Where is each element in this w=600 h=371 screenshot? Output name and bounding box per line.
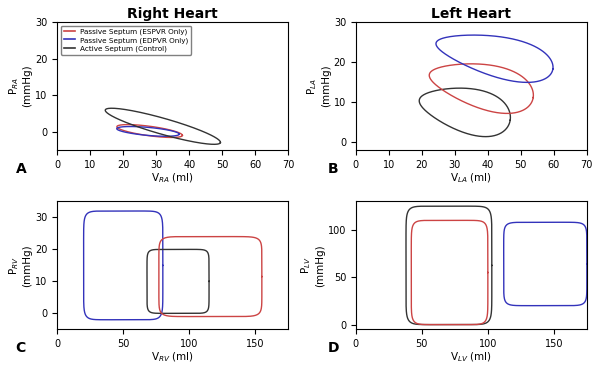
Text: A: A	[16, 162, 26, 176]
Title: Right Heart: Right Heart	[127, 7, 218, 21]
Text: C: C	[16, 341, 26, 355]
Y-axis label: P$_{{LV}}$
(mmHg): P$_{{LV}}$ (mmHg)	[299, 244, 325, 287]
Title: Left Heart: Left Heart	[431, 7, 511, 21]
Y-axis label: P$_{{RV}}$
(mmHg): P$_{{RV}}$ (mmHg)	[7, 244, 32, 287]
X-axis label: V$_{{RV}}$ (ml): V$_{{RV}}$ (ml)	[151, 351, 194, 364]
Legend: Passive Septum (ESPVR Only), Passive Septum (EDPVR Only), Active Septum (Control: Passive Septum (ESPVR Only), Passive Sep…	[61, 26, 191, 55]
Text: B: B	[328, 162, 339, 176]
X-axis label: V$_{{RA}}$ (ml): V$_{{RA}}$ (ml)	[151, 171, 194, 185]
Text: D: D	[328, 341, 340, 355]
Y-axis label: P$_{{LA}}$
(mmHg): P$_{{LA}}$ (mmHg)	[305, 65, 331, 107]
X-axis label: V$_{{LV}}$ (ml): V$_{{LV}}$ (ml)	[451, 351, 493, 364]
Y-axis label: P$_{{RA}}$
(mmHg): P$_{{RA}}$ (mmHg)	[7, 65, 32, 107]
X-axis label: V$_{{LA}}$ (ml): V$_{{LA}}$ (ml)	[451, 171, 493, 185]
